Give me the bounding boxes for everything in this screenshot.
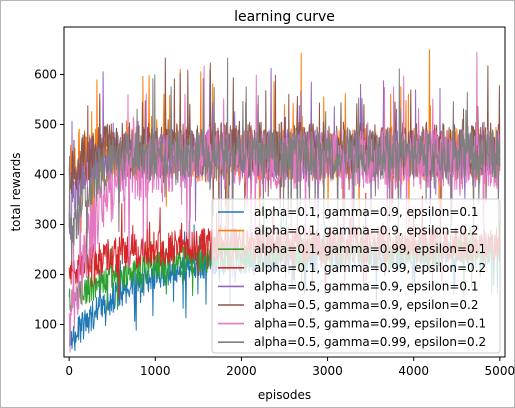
y-tick-label: 600 bbox=[34, 68, 57, 82]
x-axis-title: episodes bbox=[258, 388, 311, 402]
x-tick-label: 0 bbox=[65, 364, 73, 378]
x-tick-label: 5000 bbox=[485, 364, 515, 378]
chart-title: learning curve bbox=[234, 9, 335, 25]
legend-label: alpha=0.1, gamma=0.9, epsilon=0.1 bbox=[254, 205, 479, 219]
series-line bbox=[68, 57, 501, 269]
legend-box bbox=[211, 198, 501, 354]
x-tick-label: 4000 bbox=[398, 364, 429, 378]
x-axis: 0 1000 2000 3000 4000 5000 bbox=[65, 357, 515, 378]
y-tick-label: 400 bbox=[34, 168, 57, 182]
y-tick-label: 500 bbox=[34, 118, 57, 132]
x-tick-label: 1000 bbox=[140, 364, 171, 378]
x-tick-label: 3000 bbox=[312, 364, 343, 378]
legend-label: alpha=0.5, gamma=0.99, epsilon=0.1 bbox=[254, 317, 486, 331]
y-tick-label: 300 bbox=[34, 218, 57, 232]
y-tick-label: 100 bbox=[34, 318, 57, 332]
legend-label: alpha=0.1, gamma=0.9, epsilon=0.2 bbox=[254, 224, 479, 238]
legend-label: alpha=0.5, gamma=0.99, epsilon=0.2 bbox=[254, 335, 486, 349]
y-axis: 100 200 300 400 500 600 bbox=[34, 68, 64, 332]
legend-label: alpha=0.1, gamma=0.99, epsilon=0.2 bbox=[254, 261, 486, 275]
y-tick-label: 200 bbox=[34, 268, 57, 282]
legend-label: alpha=0.1, gamma=0.99, epsilon=0.1 bbox=[254, 242, 486, 256]
legend-label: alpha=0.5, gamma=0.9, epsilon=0.1 bbox=[254, 279, 479, 293]
plot-border bbox=[63, 26, 506, 358]
y-axis-title: total rewards bbox=[9, 152, 23, 231]
x-tick-label: 2000 bbox=[226, 364, 257, 378]
legend: alpha=0.1, gamma=0.9, epsilon=0.1 alpha=0… bbox=[211, 198, 501, 354]
legend-label: alpha=0.5, gamma=0.9, epsilon=0.2 bbox=[254, 298, 479, 312]
